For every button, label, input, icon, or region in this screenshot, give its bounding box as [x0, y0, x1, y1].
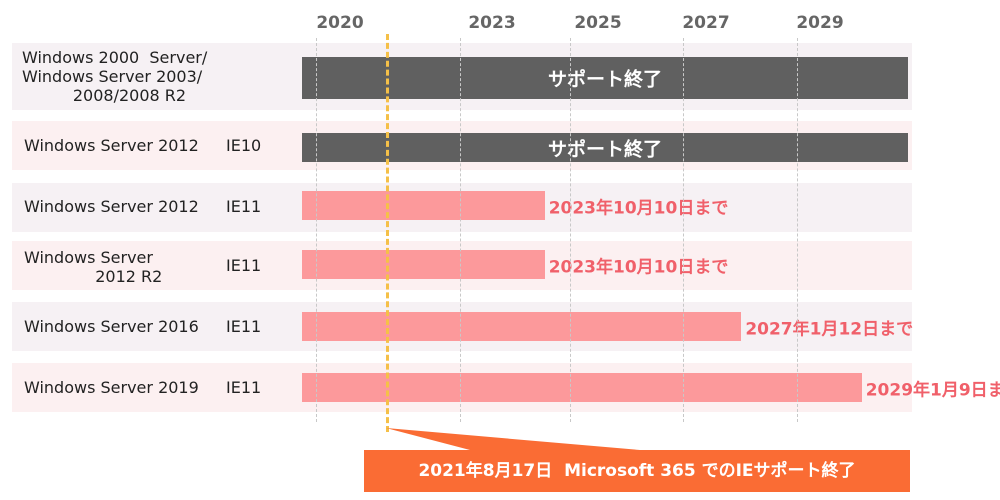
ie-version-label: IE11	[226, 378, 262, 397]
row-label: Windows Server 2012	[24, 197, 199, 216]
support-ended-bar	[302, 57, 908, 99]
bar-label: サポート終了	[547, 68, 663, 91]
x-tick-2020: 2020	[316, 13, 364, 33]
x-tick-2027: 2027	[682, 13, 730, 33]
end-date-label: 2027年1月12日まで	[745, 319, 914, 339]
row-label: Windows Server 2012	[24, 136, 199, 155]
grid-line-2027	[683, 38, 684, 422]
support-bar	[302, 191, 545, 220]
end-date-label: 2029年1月9日まで	[865, 380, 1000, 400]
support-bar	[302, 373, 862, 402]
grid-line-2023	[460, 38, 461, 422]
row-label: Windows Server 2016	[24, 317, 199, 336]
bar-label: サポート終了	[547, 138, 663, 160]
x-tick-2023: 2023	[468, 13, 516, 33]
ie-version-label: IE11	[226, 256, 262, 275]
grid-line-2025	[570, 38, 571, 422]
support-bar	[302, 250, 545, 279]
row-label: Windows Server 2019	[24, 378, 199, 397]
x-tick-2029: 2029	[796, 13, 844, 33]
support-ended-bar	[302, 133, 908, 162]
grid-line-2029	[797, 38, 798, 422]
ie-version-label: IE11	[226, 197, 262, 216]
grid-line-2020	[316, 38, 317, 422]
ie-version-label: IE10	[226, 136, 262, 155]
x-tick-2025: 2025	[574, 13, 622, 33]
support-bar	[302, 312, 742, 341]
row-label: Windows 2000 Server/ Windows Server 2003…	[22, 48, 208, 105]
callout-label: 2021年8月17日 Microsoft 365 でのIEサポート終了	[418, 461, 856, 481]
today-marker-line	[386, 34, 389, 432]
ie-version-label: IE11	[226, 317, 262, 336]
row-label: Windows Server 2012 R2	[24, 248, 163, 286]
